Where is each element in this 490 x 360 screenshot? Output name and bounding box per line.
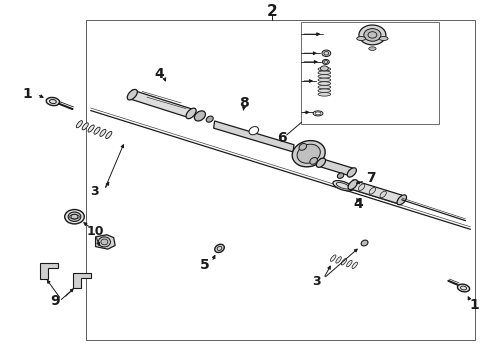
Text: 1: 1	[22, 87, 32, 101]
Text: 3: 3	[312, 275, 320, 288]
Bar	[301, 22, 439, 124]
Polygon shape	[96, 235, 115, 249]
Ellipse shape	[76, 121, 82, 128]
Ellipse shape	[46, 98, 60, 105]
Ellipse shape	[317, 158, 325, 167]
Ellipse shape	[106, 131, 112, 139]
Ellipse shape	[88, 125, 94, 132]
Polygon shape	[40, 263, 58, 279]
Ellipse shape	[379, 37, 388, 41]
Ellipse shape	[359, 184, 365, 190]
Polygon shape	[320, 158, 353, 176]
Ellipse shape	[65, 210, 84, 224]
Text: 1: 1	[469, 298, 479, 312]
Polygon shape	[73, 273, 91, 288]
Text: 6: 6	[277, 131, 287, 145]
Text: 8: 8	[239, 96, 249, 110]
Ellipse shape	[380, 191, 386, 198]
Text: 3: 3	[90, 185, 98, 198]
Ellipse shape	[127, 89, 137, 100]
Ellipse shape	[346, 260, 352, 267]
Ellipse shape	[297, 144, 320, 163]
Bar	[86, 20, 475, 340]
Ellipse shape	[322, 59, 329, 64]
Ellipse shape	[361, 240, 368, 246]
Ellipse shape	[357, 37, 366, 41]
Ellipse shape	[359, 25, 386, 45]
Polygon shape	[352, 180, 402, 204]
Ellipse shape	[348, 180, 358, 190]
Ellipse shape	[336, 257, 342, 263]
Text: 4: 4	[154, 67, 164, 81]
Ellipse shape	[98, 237, 110, 247]
Ellipse shape	[338, 173, 343, 179]
Ellipse shape	[364, 29, 381, 41]
Ellipse shape	[206, 116, 213, 122]
Polygon shape	[214, 121, 294, 152]
Ellipse shape	[397, 195, 407, 205]
Ellipse shape	[318, 67, 331, 71]
Ellipse shape	[292, 141, 325, 167]
Ellipse shape	[352, 262, 358, 269]
Ellipse shape	[310, 158, 318, 164]
Ellipse shape	[368, 47, 376, 50]
Ellipse shape	[215, 244, 224, 252]
Text: 10: 10	[87, 225, 104, 238]
Ellipse shape	[195, 111, 205, 121]
Ellipse shape	[318, 82, 331, 85]
Text: 7: 7	[367, 171, 376, 185]
Ellipse shape	[68, 212, 81, 221]
Ellipse shape	[320, 66, 328, 71]
Ellipse shape	[347, 168, 356, 177]
Ellipse shape	[318, 93, 331, 96]
Text: 4: 4	[354, 198, 364, 211]
Ellipse shape	[318, 89, 331, 93]
Ellipse shape	[94, 127, 100, 134]
Ellipse shape	[458, 284, 469, 292]
Ellipse shape	[318, 71, 331, 75]
Text: 5: 5	[200, 258, 210, 272]
Text: 9: 9	[50, 294, 60, 308]
Ellipse shape	[249, 127, 259, 135]
Ellipse shape	[333, 181, 353, 191]
Ellipse shape	[322, 50, 331, 57]
Ellipse shape	[318, 85, 331, 89]
Ellipse shape	[330, 255, 336, 261]
Ellipse shape	[100, 129, 106, 136]
Ellipse shape	[299, 144, 307, 150]
Ellipse shape	[341, 258, 347, 265]
Ellipse shape	[318, 78, 331, 82]
Ellipse shape	[82, 123, 88, 130]
Text: 2: 2	[267, 4, 277, 19]
Ellipse shape	[369, 188, 375, 194]
Ellipse shape	[186, 108, 196, 119]
Polygon shape	[131, 90, 191, 118]
Ellipse shape	[318, 75, 331, 78]
